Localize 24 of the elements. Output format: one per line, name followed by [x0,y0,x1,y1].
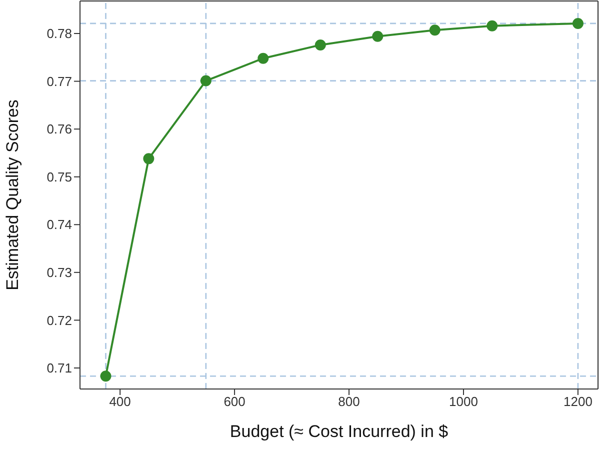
point [372,30,384,42]
y-axis-title: Estimated Quality Scores [3,100,22,290]
point [100,370,112,382]
point [143,153,154,164]
y-tick-label: 0.76 [46,122,72,137]
x-axis-title: Budget (≈ Cost Incurred) in $ [230,422,449,441]
y-tick-label: 0.72 [46,312,72,328]
x-tick-label: 800 [338,394,360,410]
y-tick-label: 0.78 [46,26,72,42]
point [429,24,440,36]
y-tick-label: 0.77 [46,74,72,89]
x-tick-label: 1200 [564,394,592,410]
y-tick-label: 0.71 [46,360,72,376]
y-tick-label: 0.73 [46,265,72,280]
point [258,52,269,64]
y-tick-label: 0.74 [46,217,72,232]
x-tick-label: 1000 [449,394,478,410]
point [200,75,212,86]
point [314,39,326,50]
x-tick-label: 400 [109,394,131,410]
point [486,20,498,32]
x-tick-label: 600 [224,394,246,410]
point [572,18,584,29]
y-tick-label: 0.75 [46,169,72,184]
